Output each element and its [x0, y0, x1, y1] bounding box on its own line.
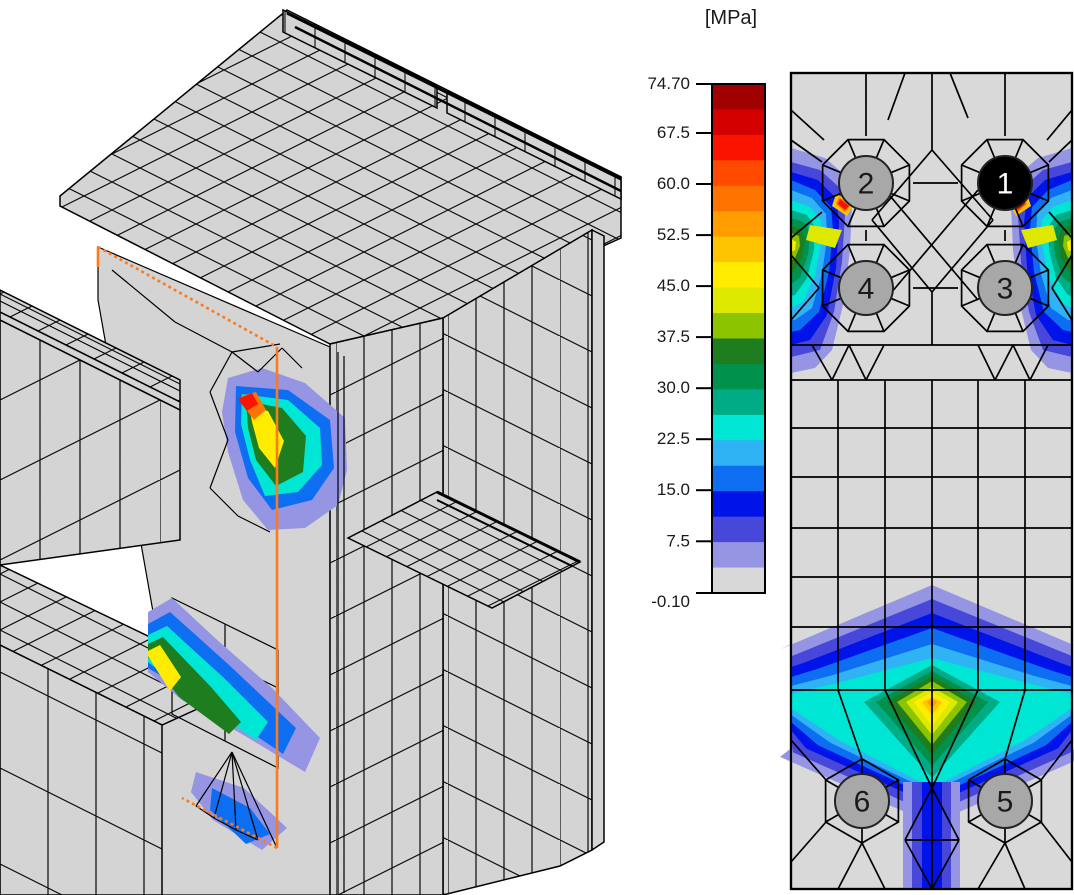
legend-tick-label: 45.0 [657, 276, 690, 295]
beam-flange-midline [0, 300, 181, 392]
bolt-circle[interactable] [834, 773, 890, 829]
bolt-mesh-rings [821, 138, 1050, 844]
legend-band [712, 567, 765, 594]
lower-column-face [0, 644, 163, 895]
legend-band [712, 338, 765, 365]
legend-band [712, 287, 765, 314]
legend-band [712, 363, 765, 390]
bolt-ring-mesh [824, 758, 900, 844]
column-front-face [329, 317, 444, 895]
bolt-6[interactable]: 6 [834, 773, 890, 829]
bolt-2[interactable]: 2 [838, 155, 894, 211]
bolt-3[interactable]: 3 [977, 260, 1033, 316]
legend-title: [MPa] [705, 7, 757, 29]
legend-band [712, 211, 765, 238]
column-right-edge-sliver [591, 228, 605, 852]
legend-band [712, 414, 765, 441]
bolt-circle[interactable] [977, 773, 1033, 829]
section-cut-bottom-edge [181, 796, 278, 850]
bolt-1[interactable]: 1 [977, 155, 1033, 211]
section-cut-outline [96, 245, 279, 850]
bolt-number: 2 [858, 168, 875, 201]
bolt-5[interactable]: 5 [977, 773, 1033, 829]
ridge-seam-line [286, 11, 622, 181]
bolt-ring-mesh [821, 243, 911, 333]
legend-band [712, 440, 765, 467]
legend-band [712, 262, 765, 289]
legend-band [712, 516, 765, 543]
bolt-circle[interactable] [838, 260, 894, 316]
collar-plate-edge [436, 490, 581, 564]
legend-tick-label: 60.0 [657, 174, 690, 193]
legend-band [712, 109, 765, 136]
legend-tick-label: 7.5 [666, 531, 690, 550]
legend-band [712, 185, 765, 212]
bolt-ring-mesh [821, 138, 911, 228]
detail-panel[interactable]: 1 2 3 4 5 6 [780, 71, 1074, 891]
bolt-circle[interactable] [977, 155, 1033, 211]
ridge-seam-line-2 [294, 25, 622, 193]
legend-tick-label: 30.0 [657, 378, 690, 397]
legend-colorbar-border [711, 83, 766, 594]
recessed-zone-mesh [111, 269, 345, 895]
legend-band [712, 542, 765, 569]
legend-band [712, 465, 765, 492]
bolt-number: 3 [997, 273, 1014, 306]
model-3d-view[interactable] [0, 8, 622, 895]
legend-tick-label: 37.5 [657, 327, 690, 346]
bolt-circle[interactable] [977, 260, 1033, 316]
collar-plate-edge-2 [436, 499, 573, 567]
legend-tick-label: 15.0 [657, 480, 690, 499]
legend-tick-label: 52.5 [657, 225, 690, 244]
detail-panel-border [789, 71, 1074, 891]
beam-web-face [0, 319, 181, 566]
bolt-number: 1 [997, 168, 1014, 201]
legend-colorbar-bands [712, 84, 765, 594]
detail-panel-mesh [790, 72, 1073, 890]
legend-band [712, 389, 765, 416]
bolt-circle[interactable] [838, 155, 894, 211]
legend-tick-label: 67.5 [657, 123, 690, 142]
bolt-ring-mesh [967, 758, 1043, 844]
bolt-number: 6 [854, 786, 871, 819]
legend-tick-label: 22.5 [657, 429, 690, 448]
bolt-number: 4 [858, 273, 875, 306]
bolt-markers: 1 2 3 4 5 6 [834, 155, 1033, 829]
legend-band [712, 84, 765, 111]
legend-band [712, 313, 765, 340]
bolt-ring-mesh [960, 138, 1050, 228]
legend-tick-label: 74.70 [647, 74, 690, 93]
legend-band [712, 160, 765, 187]
bolt-number: 5 [997, 786, 1014, 819]
legend-band [712, 236, 765, 263]
stress-legend: [MPa] 74.70 67.5 60.0 52.5 45.0 37.5 30.0 22.5 1… [647, 7, 766, 611]
legend-band [712, 134, 765, 161]
ridge-rib-right [446, 89, 622, 201]
legend-ticks: 74.70 67.5 60.0 52.5 45.0 37.5 30.0 22.5 15.0 7.5… [647, 74, 712, 611]
legend-tick-label: -0.10 [651, 592, 690, 611]
legend-band [712, 491, 765, 518]
bolt-4[interactable]: 4 [838, 260, 894, 316]
bolt-ring-mesh [960, 243, 1050, 333]
